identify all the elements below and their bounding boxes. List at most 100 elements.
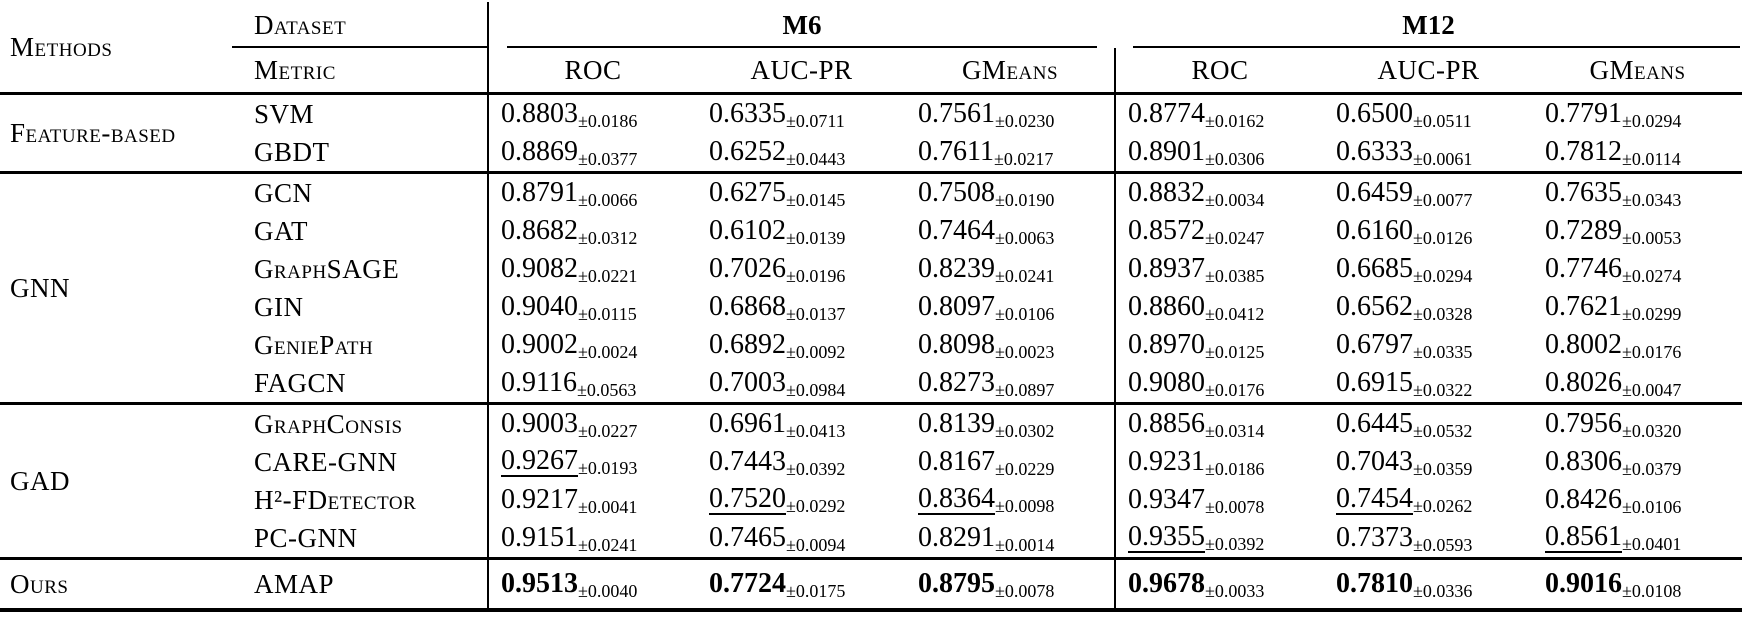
metric-value-cell: 0.8572±0.0247 (1114, 212, 1324, 250)
metric-value: 0.7746 (1545, 253, 1622, 284)
metric-value-cell: 0.7611±0.0217 (906, 133, 1115, 173)
metric-value: 0.8426 (1545, 484, 1622, 515)
metric-value-cell: 0.8426±0.0106 (1533, 481, 1742, 519)
metric-value: 0.6797 (1336, 329, 1413, 360)
metric-value: 0.9116 (501, 367, 577, 398)
metric-std: ±0.0040 (578, 581, 638, 601)
metric-value-cell: 0.7520±0.0292 (697, 481, 906, 519)
table-row: Feature-based SVM 0.8803±0.0186 0.6335±0.07… (0, 93, 1742, 148)
metric-std: ±0.0711 (786, 111, 845, 131)
metric-value-cell: 0.8970±0.0125 (1114, 326, 1324, 364)
table-header: Methods Dataset M6 M12 Metric ROC AUC-PR… (0, 2, 1742, 95)
metric-value: 0.7289 (1545, 215, 1622, 246)
metric-value-cell: 0.6500±0.0511 (1324, 94, 1533, 134)
metric-std: ±0.0306 (1205, 149, 1265, 169)
metric-std: ±0.0563 (576, 380, 637, 400)
metric-value-cell: 0.8002±0.0176 (1533, 326, 1742, 364)
metric-value: 0.8291 (918, 522, 995, 553)
metric-value-cell: 0.6459±0.0077 (1324, 171, 1533, 212)
metric-std: ±0.0106 (995, 304, 1055, 324)
metric-value-cell: 0.7810±0.0336 (1324, 557, 1533, 612)
metric-value: 0.8026 (1545, 367, 1622, 398)
metric-std: ±0.0274 (1622, 266, 1682, 286)
metric-value-cell: 0.8901±0.0306 (1114, 133, 1324, 173)
metric-value: 0.9678 (1128, 568, 1205, 599)
metric-value-cell: 0.7003±0.0984 (697, 364, 906, 404)
metric-std: ±0.0984 (786, 380, 846, 400)
model-name: GIN (254, 291, 304, 322)
metric-std: ±0.0593 (1413, 535, 1473, 555)
metric-std: ±0.0229 (995, 459, 1055, 479)
metric-value: 0.8561 (1545, 521, 1622, 553)
metric-std: ±0.0034 (1205, 190, 1265, 210)
metric-value-cell: 0.8791±0.0066 (487, 171, 697, 212)
m12-roc-header: ROC (1114, 48, 1324, 95)
metric-value-cell: 0.9016±0.0108 (1533, 557, 1742, 612)
metric-value-cell: 0.6102±0.0139 (697, 212, 906, 250)
metric-std: ±0.0186 (578, 111, 638, 131)
metric-value-cell: 0.7026±0.0196 (697, 250, 906, 288)
metric-std: ±0.0066 (578, 190, 638, 210)
metric-std: ±0.0392 (1205, 534, 1265, 554)
metric-value: 0.6160 (1336, 215, 1413, 246)
metric-value: 0.7791 (1545, 98, 1622, 129)
metric-header: Metric (248, 48, 488, 95)
metric-value: 0.8832 (1128, 177, 1205, 208)
metric-value: 0.7635 (1545, 177, 1622, 208)
metric-std: ±0.0312 (578, 228, 638, 248)
metric-std: ±0.0024 (578, 342, 638, 362)
metric-value: 0.9003 (501, 408, 578, 439)
metric-value-cell: 0.8561±0.0401 (1533, 519, 1742, 559)
metric-value-cell: 0.6275±0.0145 (697, 171, 906, 212)
metric-value-cell: 0.9347±0.0078 (1114, 481, 1324, 519)
metric-value-cell: 0.6915±0.0322 (1324, 364, 1533, 404)
metric-std: ±0.0139 (786, 228, 846, 248)
metric-value: 0.9217 (501, 484, 578, 515)
table-body: Feature-based SVM 0.8803±0.0186 0.6335±0.07… (0, 93, 1742, 612)
table-row: GAD GraphConsis 0.9003±0.0227 0.6961±0.0413… (0, 402, 1742, 559)
metric-value: 0.7508 (918, 177, 995, 208)
metric-std: ±0.0176 (1205, 380, 1265, 400)
metric-value-cell: 0.7561±0.0230 (906, 94, 1115, 134)
metric-value-cell: 0.8682±0.0312 (487, 212, 697, 250)
metric-value-cell: 0.7621±0.0299 (1533, 288, 1742, 326)
metric-value: 0.6333 (1336, 136, 1413, 167)
metric-value: 0.6102 (709, 215, 786, 246)
metric-std: ±0.0241 (578, 535, 638, 555)
metric-std: ±0.0108 (1622, 581, 1682, 601)
group-label: Ours (0, 557, 248, 612)
metric-value: 0.9513 (501, 568, 578, 599)
metric-std: ±0.0023 (995, 342, 1055, 362)
metric-std: ±0.0162 (1205, 111, 1265, 131)
metric-value-cell: 0.8098±0.0023 (906, 326, 1115, 364)
metric-std: ±0.0294 (1413, 266, 1473, 286)
metric-value-cell: 0.7956±0.0320 (1533, 402, 1742, 443)
metric-std: ±0.0047 (1622, 380, 1682, 400)
metric-value: 0.8901 (1128, 136, 1205, 167)
metric-value: 0.6252 (709, 136, 786, 167)
metric-std: ±0.0302 (995, 421, 1055, 441)
metric-value-cell: 0.9002±0.0024 (487, 326, 697, 364)
metric-value-cell: 0.6685±0.0294 (1324, 250, 1533, 288)
metric-value: 0.9016 (1545, 568, 1622, 599)
metric-value: 0.9231 (1128, 446, 1205, 477)
metric-value: 0.7561 (918, 98, 995, 129)
model-name: H²-FDetector (254, 484, 417, 515)
metric-value: 0.7443 (709, 446, 786, 477)
metric-std: ±0.0217 (993, 149, 1054, 169)
metric-value: 0.8803 (501, 98, 578, 129)
metric-value: 0.9040 (501, 291, 578, 322)
metric-value: 0.7520 (709, 483, 786, 515)
table-row: GIN 0.9040±0.0115 0.6868±0.0137 0.8097±0.01… (0, 288, 1742, 326)
metric-value-cell: 0.8167±0.0229 (906, 443, 1115, 481)
metric-value-cell: 0.8291±0.0014 (906, 519, 1115, 559)
table-row: GAT 0.8682±0.0312 0.6102±0.0139 0.7464±0.00… (0, 212, 1742, 250)
metric-value-cell: 0.9678±0.0033 (1114, 557, 1324, 612)
metric-value-cell: 0.9355±0.0392 (1114, 519, 1324, 559)
metric-std: ±0.0377 (578, 149, 638, 169)
metric-value: 0.8970 (1128, 329, 1205, 360)
metric-value-cell: 0.8832±0.0034 (1114, 171, 1324, 212)
metric-std: ±0.0077 (1413, 190, 1473, 210)
metric-value-cell: 0.8869±0.0377 (487, 133, 697, 173)
metric-value: 0.9002 (501, 329, 578, 360)
